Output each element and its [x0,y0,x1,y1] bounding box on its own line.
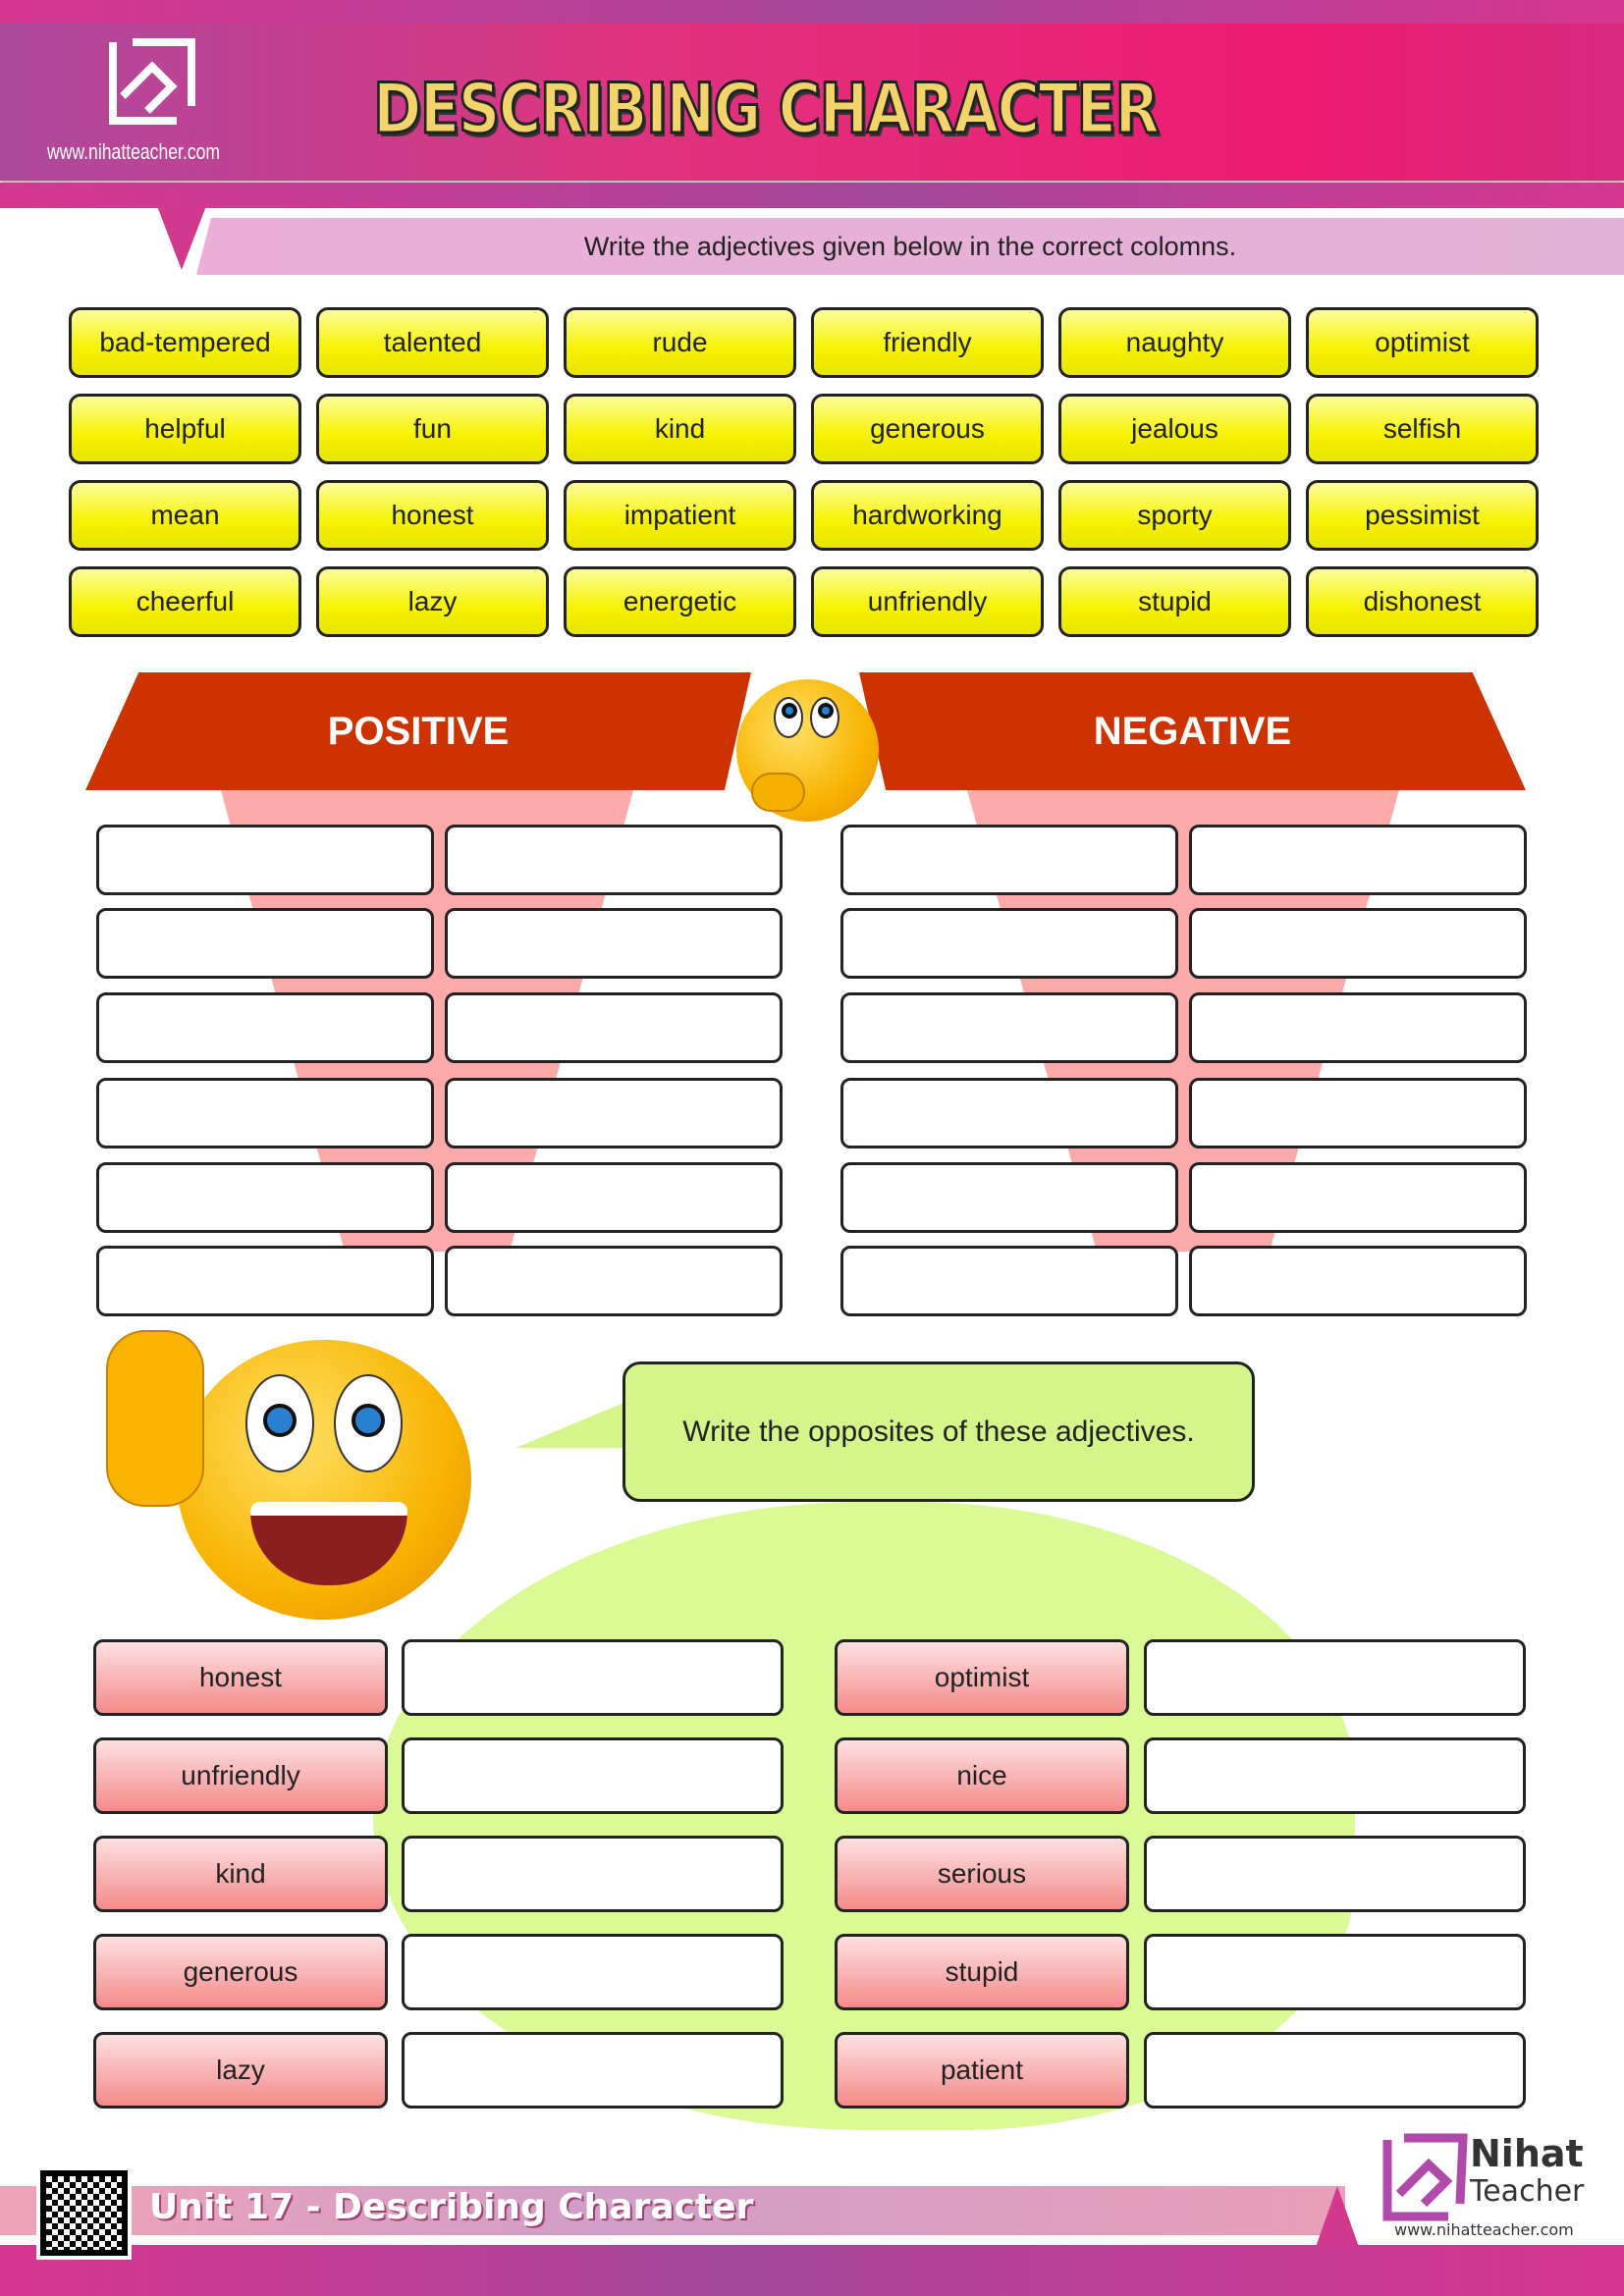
brand-line1: Nihat [1470,2132,1584,2175]
header-pointer [157,206,206,270]
positive-answer-box[interactable] [96,908,434,979]
speech-bubble: Write the opposites of these adjectives. [623,1362,1255,1502]
negative-answer-box[interactable] [1189,1246,1527,1316]
negative-answer-box[interactable] [840,908,1178,979]
positive-answer-box[interactable] [445,825,783,895]
negative-answer-box[interactable] [1189,908,1527,979]
opposite-word-label: patient [835,2032,1129,2109]
word-tile[interactable]: stupid [1058,566,1291,637]
thinking-emoji-icon [736,679,879,822]
word-tile[interactable]: dishonest [1306,566,1539,637]
thumb-hand [106,1330,204,1507]
word-tile[interactable]: helpful [69,394,301,464]
speech-bubble-text: Write the opposites of these adjectives. [682,1415,1195,1448]
word-tile[interactable]: rude [564,307,796,378]
negative-answer-box[interactable] [1189,825,1527,895]
footer-unit-title: Unit 17 - Describing Character [149,2187,754,2227]
brand-logo-icon [1382,2133,1468,2221]
negative-answer-box[interactable] [840,1078,1178,1148]
opposite-word-label: nice [835,1737,1129,1814]
positive-answer-box[interactable] [96,992,434,1063]
word-tile[interactable]: energetic [564,566,796,637]
opposite-word-label: optimist [835,1639,1129,1716]
word-tile[interactable]: talented [316,307,549,378]
opposite-word-label: honest [93,1639,388,1716]
nihat-logo-icon [109,38,195,125]
negative-answer-box[interactable] [840,825,1178,895]
word-tile[interactable]: pessimist [1306,480,1539,551]
word-tile[interactable]: selfish [1306,394,1539,464]
negative-answer-box[interactable] [840,992,1178,1063]
word-tile[interactable]: generous [811,394,1044,464]
bubble-tail [515,1399,633,1448]
opposite-word-label: serious [835,1836,1129,1912]
positive-answer-box[interactable] [96,1078,434,1148]
word-tile[interactable]: lazy [316,566,549,637]
negative-answer-box[interactable] [1189,1162,1527,1233]
word-tile[interactable]: bad-tempered [69,307,301,378]
word-tile[interactable]: unfriendly [811,566,1044,637]
opposite-answer-box[interactable] [402,2032,784,2109]
word-tile[interactable]: fun [316,394,549,464]
opposite-word-label: kind [93,1836,388,1912]
positive-answer-box[interactable] [445,1162,783,1233]
footer-bar [0,2186,1345,2235]
opposite-answer-box[interactable] [402,1737,784,1814]
footer-pointer [1316,2186,1359,2247]
word-tile[interactable]: mean [69,480,301,551]
footer-bottom-band [0,2245,1624,2296]
positive-answer-box[interactable] [445,992,783,1063]
negative-answer-box[interactable] [840,1246,1178,1316]
positive-answer-box[interactable] [445,1246,783,1316]
positive-label: POSITIVE [327,709,510,753]
positive-answer-box[interactable] [445,1078,783,1148]
word-tile[interactable]: impatient [564,480,796,551]
positive-answer-box[interactable] [96,825,434,895]
thumbs-up-emoji-icon [177,1340,471,1620]
negative-answer-box[interactable] [840,1162,1178,1233]
opposite-answer-box[interactable] [402,1934,784,2010]
opposite-answer-box[interactable] [1144,1934,1526,2010]
opposite-word-label: lazy [93,2032,388,2109]
nihat-teacher-brand: Nihat Teacher www.nihatteacher.com [1380,2130,1605,2239]
opposite-answer-box[interactable] [402,1639,784,1716]
opposite-answer-box[interactable] [1144,1836,1526,1912]
negative-answer-box[interactable] [1189,1078,1527,1148]
word-tile[interactable]: jealous [1058,394,1291,464]
opposite-answer-box[interactable] [1144,1639,1526,1716]
negative-banner: NEGATIVE [859,672,1526,790]
word-tile[interactable]: honest [316,480,549,551]
background-blob [373,1502,1355,2130]
instruction-text: Write the adjectives given below in the … [583,231,1237,261]
brand-line2: Teacher [1470,2174,1585,2209]
word-tile[interactable]: friendly [811,307,1044,378]
word-tile[interactable]: hardworking [811,480,1044,551]
word-tile[interactable]: optimist [1306,307,1539,378]
word-tile[interactable]: cheerful [69,566,301,637]
word-tile[interactable]: kind [564,394,796,464]
word-tile[interactable]: sporty [1058,480,1291,551]
negative-label: NEGATIVE [1093,709,1292,753]
opposite-word-label: unfriendly [93,1737,388,1814]
positive-answer-box[interactable] [96,1246,434,1316]
header-top-band [0,0,1624,24]
opposite-word-label: generous [93,1934,388,2010]
opposite-answer-box[interactable] [402,1836,784,1912]
header-bottom-band [0,183,1624,208]
opposite-answer-box[interactable] [1144,1737,1526,1814]
page-title: DESCRIBING CHARACTER [372,68,1162,151]
opposite-word-label: stupid [835,1934,1129,2010]
positive-answer-box[interactable] [445,908,783,979]
word-tile[interactable]: naughty [1058,307,1291,378]
header [0,24,1624,181]
qr-code-icon [36,2166,132,2260]
website-text: www.nihatteacher.com [47,139,221,164]
positive-answer-box[interactable] [96,1162,434,1233]
brand-site: www.nihatteacher.com [1394,2220,1574,2239]
opposite-answer-box[interactable] [1144,2032,1526,2109]
instruction-bar: Write the adjectives given below in the … [196,218,1624,275]
negative-answer-box[interactable] [1189,992,1527,1063]
positive-banner: POSITIVE [85,672,751,790]
